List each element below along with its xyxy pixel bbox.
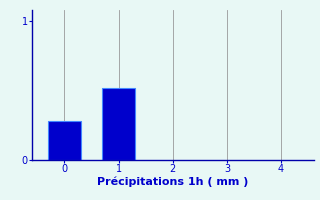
Bar [48, 121, 81, 160]
X-axis label: Précipitations 1h ( mm ): Précipitations 1h ( mm ) [97, 177, 249, 187]
Bar [102, 88, 135, 160]
